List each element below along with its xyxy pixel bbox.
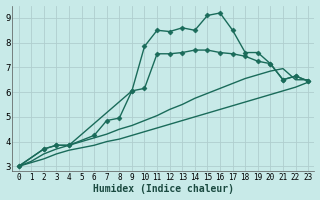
X-axis label: Humidex (Indice chaleur): Humidex (Indice chaleur): [93, 184, 234, 194]
